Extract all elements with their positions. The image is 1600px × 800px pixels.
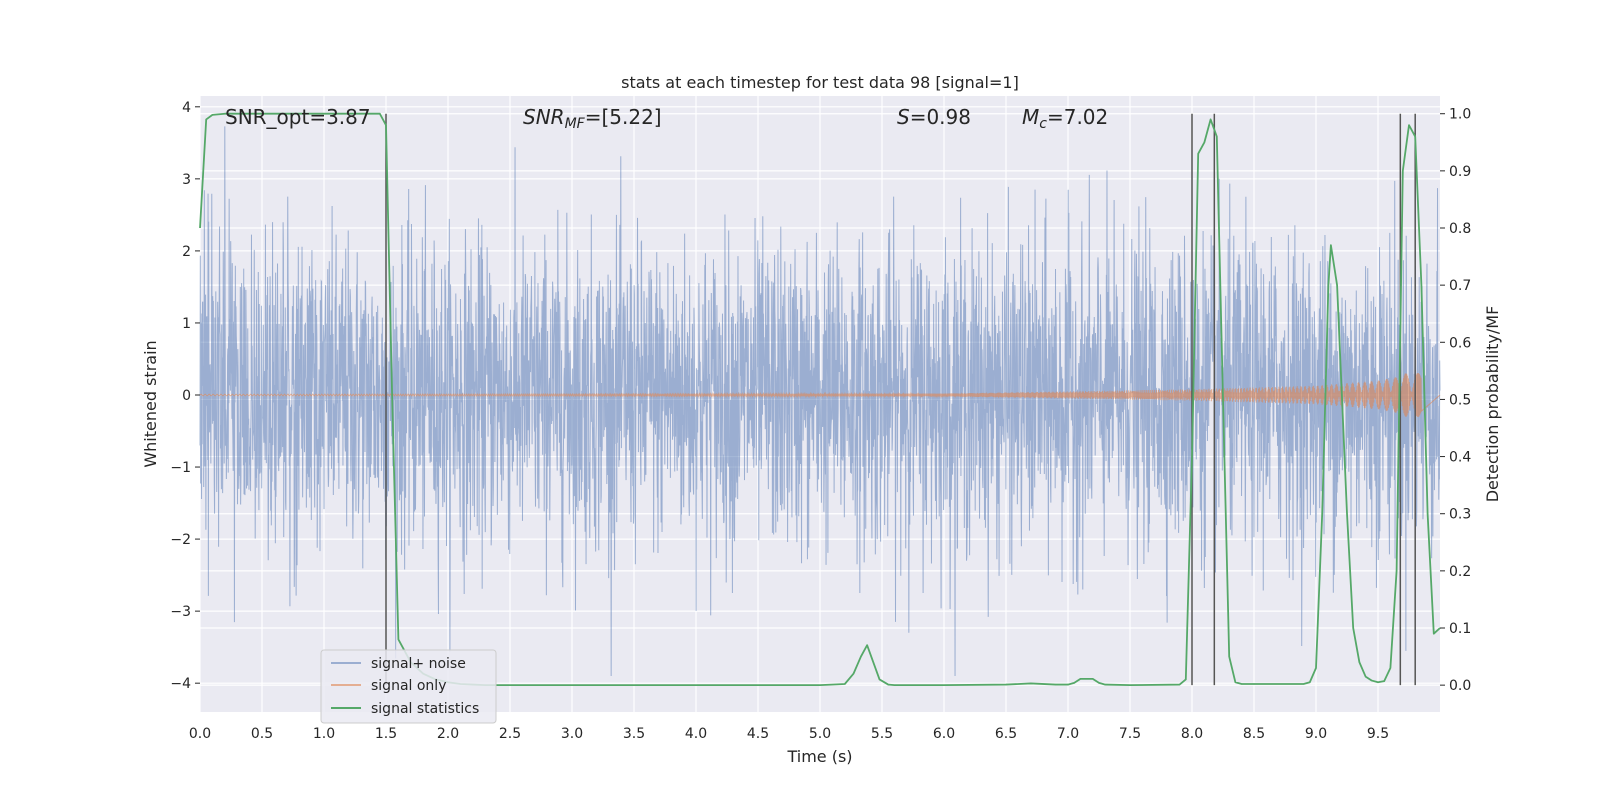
x-tick-label: 5.0 [809, 726, 831, 742]
annotation-mc: Mc=7.02 [1022, 105, 1108, 132]
annotation-mc-sub: c [1039, 116, 1047, 132]
x-tick-label: 0.5 [251, 726, 273, 742]
signal-noise-line [199, 126, 1441, 676]
legend: signal+ noise signal only signal statist… [320, 649, 497, 724]
x-tick-label: 8.0 [1181, 726, 1203, 742]
y-tick-label: 4 [182, 100, 191, 116]
x-tick-label: 7.0 [1057, 726, 1079, 742]
legend-box [320, 649, 497, 724]
y-tick-label: −3 [170, 604, 191, 620]
annotation-mc-main: M [1022, 105, 1039, 129]
x-tick-label: 5.5 [871, 726, 893, 742]
legend-label-signal-noise: signal+ noise [371, 656, 466, 672]
x-tick-label: 6.0 [933, 726, 955, 742]
y2-tick-label: 1.0 [1449, 107, 1471, 123]
y-tick-label: −4 [170, 676, 191, 692]
x-tick-label: 6.5 [995, 726, 1017, 742]
signal-noise-series [199, 126, 1441, 676]
y2-axis-title: Detection probability/MF [1483, 306, 1502, 503]
y-axis-title: Whitened strain [141, 340, 160, 467]
signal-only-series [199, 373, 1441, 417]
annotation-snr-mf-main: SNR [523, 105, 565, 129]
x-tick-label: 2.0 [437, 726, 459, 742]
signal-only-line [199, 373, 1441, 417]
x-tick-label: 8.5 [1243, 726, 1265, 742]
x-tick-label: 1.5 [375, 726, 397, 742]
x-tick-label: 4.0 [685, 726, 707, 742]
x-tick-label: 2.5 [499, 726, 521, 742]
y2-tick-label: 0.2 [1449, 564, 1471, 580]
annotation-s-main: S [897, 105, 910, 129]
annotation-snr-opt: SNR_opt=3.87 [225, 105, 371, 129]
y-tick-label: 3 [182, 172, 191, 188]
y-tick-label: 1 [182, 316, 191, 332]
y2-tick-label: 0.6 [1449, 335, 1471, 351]
legend-label-signal-statistics: signal statistics [371, 701, 479, 717]
x-tick-label: 3.0 [561, 726, 583, 742]
y-tick-label: 0 [182, 388, 191, 404]
x-tick-label: 1.0 [313, 726, 335, 742]
legend-label-signal-only: signal only [371, 678, 446, 694]
y2-tick-label: 0.5 [1449, 392, 1471, 408]
y2-tick-label: 0.4 [1449, 450, 1471, 466]
x-axis-title: Time (s) [786, 747, 852, 766]
x-axis-ticks: 0.0 0.5 1.0 1.5 2.0 2.5 3.0 3.5 4.0 4.5 5.0 5.5 6.0 6… [189, 726, 1389, 742]
y2-tick-label: 0.1 [1449, 621, 1471, 637]
x-tick-label: 9.0 [1305, 726, 1327, 742]
y-tick-label: −1 [170, 460, 191, 476]
y-tick-label: −2 [170, 532, 191, 548]
annotation-snr-mf: SNRMF=[5.22] [523, 105, 662, 132]
y2-tick-label: 0.8 [1449, 221, 1471, 237]
annotation-s: S=0.98 [897, 105, 971, 129]
y2-tick-label: 0.0 [1449, 678, 1471, 694]
y-axis-ticks: 4 3 2 1 0 −1 −2 −3 −4 [170, 100, 200, 692]
chart-title: stats at each timestep for test data 98 … [621, 73, 1019, 92]
x-tick-label: 3.5 [623, 726, 645, 742]
y2-tick-label: 0.3 [1449, 507, 1471, 523]
y2-axis-ticks: 1.0 0.9 0.8 0.7 0.6 0.5 0.4 0.3 0.2 0.1 0.0 [1440, 107, 1471, 694]
x-tick-label: 7.5 [1119, 726, 1141, 742]
y2-tick-label: 0.7 [1449, 278, 1471, 294]
annotation-s-value: =0.98 [910, 105, 971, 129]
annotation-mc-value: =7.02 [1047, 105, 1108, 129]
vertical-markers [385, 113, 1416, 686]
y-tick-label: 2 [182, 244, 191, 260]
x-tick-label: 0.0 [189, 726, 211, 742]
annotation-snr-mf-sub: MF [565, 116, 586, 132]
x-tick-label: 9.5 [1367, 726, 1389, 742]
y2-tick-label: 0.9 [1449, 164, 1471, 180]
annotation-snr-mf-value: =[5.22] [585, 105, 662, 129]
x-tick-label: 4.5 [747, 726, 769, 742]
